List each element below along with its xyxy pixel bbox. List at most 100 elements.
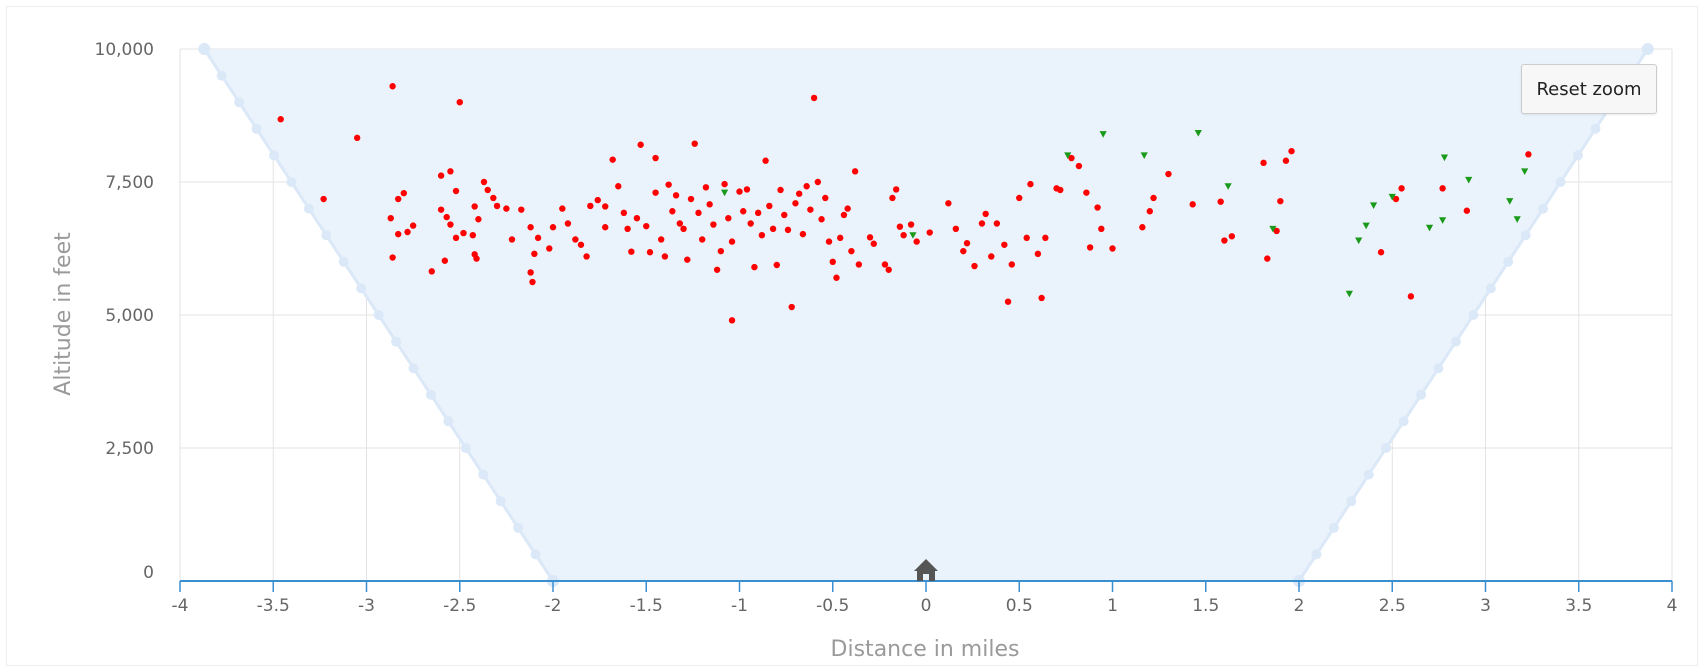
coverage-edge-marker [373,310,384,320]
red-point [624,225,631,233]
red-point [982,210,989,218]
coverage-edge-marker [1573,150,1584,161]
green-point [1521,168,1529,175]
red-point [676,220,684,227]
reset-zoom-button[interactable]: Reset zoom [1521,64,1657,114]
red-point [400,189,407,197]
red-point [945,200,952,207]
red-point [963,239,971,247]
coverage-edge-marker [443,416,454,427]
red-point [1282,157,1290,164]
red-point [484,186,491,194]
green-point [1194,130,1202,137]
red-point [452,187,460,195]
red-point [1086,244,1094,251]
red-point [1165,170,1172,178]
red-point [799,230,807,238]
x-tick-label: 3.5 [1565,596,1592,616]
red-point [837,234,844,242]
x-tick-label: -3 [358,596,375,616]
red-point [840,211,848,219]
x-tick-label: 4 [1667,596,1678,616]
red-point [721,180,728,188]
red-point [353,134,361,142]
red-point [1525,151,1532,158]
coverage-edge-marker [1520,230,1531,241]
coverage-edge-marker [478,469,489,480]
red-point [803,183,810,190]
coverage-area-fill [204,49,1648,581]
x-tick-label: -1 [731,596,748,616]
x-axis: -4 -3.5 -3 -2.5 -2 -1.5 -1 -0.5 0 0.5 1 1.5 2 2.5 3 3.5… [172,580,1678,616]
coverage-edge-marker [1468,310,1479,320]
red-point [926,229,933,236]
red-point [851,168,859,175]
red-point [971,262,978,270]
red-point [503,205,510,212]
red-point [527,224,534,231]
red-point [564,220,572,227]
red-point [518,206,525,213]
red-point [1008,261,1015,268]
coverage-edge-marker [1485,283,1496,294]
green-point [1465,176,1473,184]
y-tick-label: 2,500 [105,439,154,459]
x-tick-label: -2 [545,596,562,616]
red-point [473,255,480,262]
red-point [751,263,758,271]
coverage-edge-marker [251,123,262,134]
green-point [1140,152,1148,159]
red-point [762,157,769,164]
red-point [896,223,904,230]
red-point [1027,180,1034,188]
red-point [1377,249,1385,256]
red-point [725,214,732,222]
red-point [404,228,411,236]
coverage-edge-marker [391,336,402,347]
coverage-edge-marker [1311,549,1322,560]
x-tick-label: 0.5 [1006,596,1033,616]
red-point [792,200,799,207]
red-point [443,213,450,221]
coverage-edge-marker [460,443,471,453]
green-point [1440,154,1449,162]
green-point [909,232,917,239]
red-point [672,192,680,199]
red-point [829,258,836,265]
x-tick-label: 1.5 [1192,596,1219,616]
chart-container [6,6,1698,666]
coverage-edge-marker [1381,443,1392,453]
red-point [777,186,784,194]
red-point [900,232,907,239]
red-point [978,220,986,227]
red-point [531,250,538,258]
home-icon-shape [914,559,938,581]
coverage-edge-marker [425,389,436,400]
coverage-edge-marker [216,70,227,81]
red-point [754,209,762,217]
red-point [1273,227,1280,235]
red-point [1288,147,1295,155]
red-point [747,220,754,227]
green-point [1345,290,1353,298]
coverage-edge-marker [1590,123,1601,134]
red-point [1034,250,1042,258]
red-point [781,211,788,219]
red-point [795,190,803,197]
green-point [1425,224,1434,232]
red-point [609,156,616,163]
red-point [395,230,402,238]
red-point [1057,186,1064,194]
red-point [885,266,892,273]
red-point [1407,293,1415,300]
red-point [1109,245,1116,252]
red-point [766,202,773,210]
coverage-edge-marker [1641,43,1654,55]
red-point [1146,208,1154,215]
red-point [646,249,654,256]
coverage-edge-marker [1416,389,1427,400]
red-point [848,247,855,255]
red-point [769,225,777,233]
red-point [1264,255,1271,262]
